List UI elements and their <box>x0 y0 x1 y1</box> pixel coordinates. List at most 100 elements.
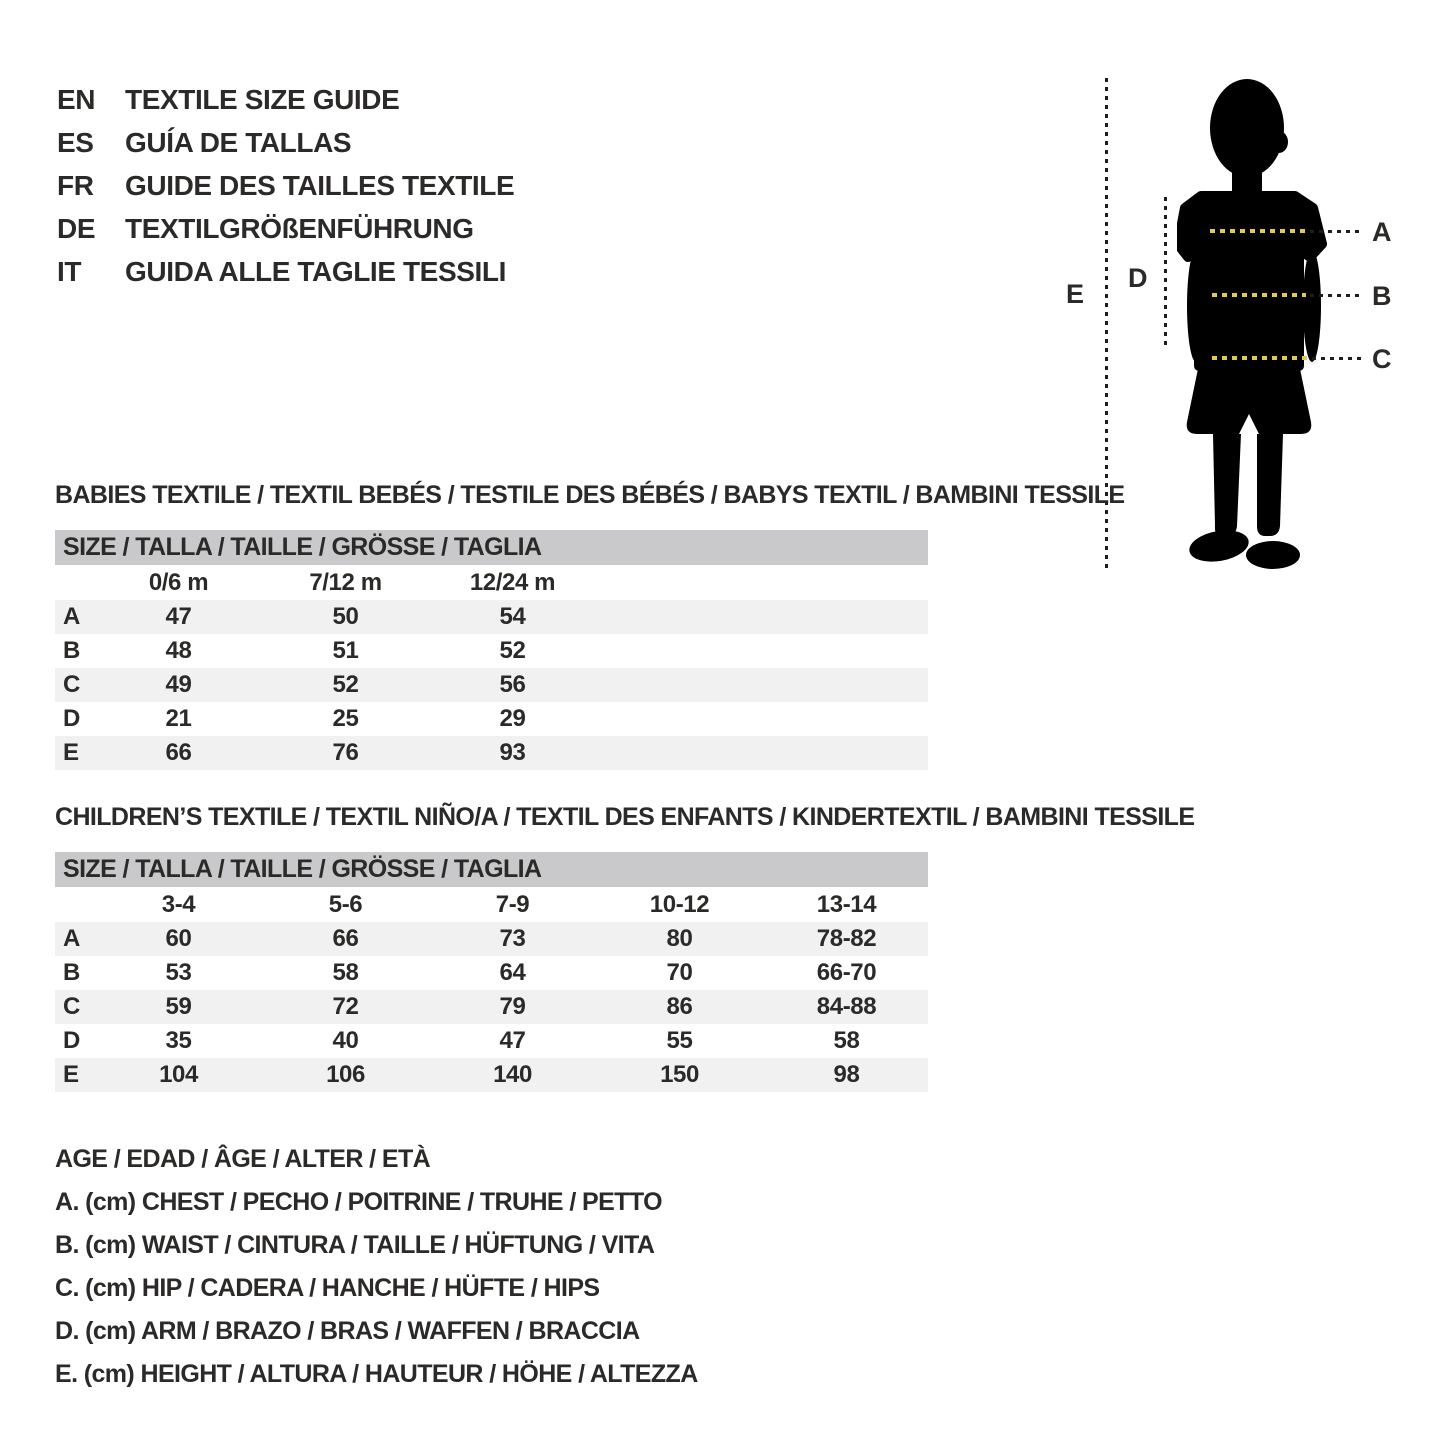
measure-value: 66 <box>165 739 192 766</box>
child-silhouette-icon <box>1177 79 1327 569</box>
measure-row-label: B <box>63 637 80 664</box>
chest-measure-line-a <box>1210 229 1306 233</box>
measure-value: 49 <box>165 671 192 698</box>
measure-row-label: D <box>63 1027 80 1054</box>
measure-value: 106 <box>326 1061 365 1088</box>
measure-value: 21 <box>165 705 192 732</box>
measure-row-label: E <box>63 739 79 766</box>
measure-value: 59 <box>165 993 192 1020</box>
legend-line: D. (cm) ARM / BRAZO / BRAS / WAFFEN / BR… <box>55 1317 640 1345</box>
measure-value: 58 <box>332 959 359 986</box>
measure-row-label: C <box>63 671 80 698</box>
column-header: 0/6 m <box>148 569 209 596</box>
measure-value: 98 <box>833 1061 860 1088</box>
language-code: ES <box>57 126 94 158</box>
size-header-bar: SIZE / TALLA / TAILLE / GRÖSSE / TAGLIA <box>55 530 928 565</box>
babies-section-title: BABIES TEXTILE / TEXTIL BEBÉS / TESTILE … <box>55 481 1125 509</box>
measure-row-label: C <box>63 993 80 1020</box>
measure-row-label: B <box>63 959 80 986</box>
measure-value: 47 <box>165 603 192 630</box>
measure-value: 84-88 <box>816 993 877 1020</box>
language-title-row: DE TEXTILGRÖßENFÜHRUNG <box>57 207 514 250</box>
measure-value: 55 <box>666 1027 693 1054</box>
measure-value: 150 <box>660 1061 699 1088</box>
table-row: C 49 52 56 <box>55 668 928 702</box>
measure-row-label: D <box>63 705 80 732</box>
column-header: 3-4 <box>161 891 196 918</box>
measure-value: 86 <box>666 993 693 1020</box>
hip-measure-line-c <box>1212 356 1310 360</box>
babies-size-table: SIZE / TALLA / TAILLE / GRÖSSE / TAGLIA 0… <box>55 530 928 770</box>
measure-value: 76 <box>332 739 359 766</box>
language-title: GUIDE DES TAILLES TEXTILE <box>125 169 515 201</box>
measure-value: 140 <box>493 1061 532 1088</box>
language-title: TEXTILGRÖßENFÜHRUNG <box>125 212 474 244</box>
column-header: 13-14 <box>816 891 877 918</box>
language-title: TEXTILE SIZE GUIDE <box>125 83 400 115</box>
legend-line: AGE / EDAD / ÂGE / ALTER / ETÀ <box>55 1145 431 1173</box>
column-header-row: 3-4 5-6 7-9 10-12 13-14 <box>55 887 928 922</box>
legend-line: C. (cm) HIP / CADERA / HANCHE / HÜFTE / … <box>55 1274 600 1302</box>
language-code: IT <box>57 255 82 287</box>
measure-value: 48 <box>165 637 192 664</box>
measurement-legend: AGE / EDAD / ÂGE / ALTER / ETÀ A. (cm) CH… <box>55 1138 698 1396</box>
measure-value: 79 <box>499 993 526 1020</box>
measure-value: 53 <box>165 959 192 986</box>
measure-value: 80 <box>666 925 693 952</box>
table-row: D 35 40 47 55 58 <box>55 1024 928 1058</box>
measure-value: 29 <box>499 705 526 732</box>
measure-value: 66 <box>332 925 359 952</box>
language-title: GUIDA ALLE TAGLIE TESSILI <box>125 255 506 287</box>
language-title-row: IT GUIDA ALLE TAGLIE TESSILI <box>57 250 514 293</box>
measure-value: 52 <box>499 637 526 664</box>
measure-label-d: D <box>1128 263 1148 293</box>
measure-value: 64 <box>499 959 526 986</box>
table-row: E 66 76 93 <box>55 736 928 770</box>
table-row: A 60 66 73 80 78-82 <box>55 922 928 956</box>
language-title: GUÍA DE TALLAS <box>125 126 352 158</box>
column-header-row: 0/6 m 7/12 m 12/24 m <box>55 565 928 600</box>
measure-value: 25 <box>332 705 359 732</box>
measure-value: 58 <box>833 1027 860 1054</box>
measure-row-label: A <box>63 603 80 630</box>
table-row: A 47 50 54 <box>55 600 928 634</box>
column-header: 5-6 <box>328 891 363 918</box>
language-code: FR <box>57 169 94 201</box>
measure-value: 56 <box>499 671 526 698</box>
measure-label-b: B <box>1372 281 1392 311</box>
language-title-row: FR GUIDE DES TAILLES TEXTILE <box>57 164 515 207</box>
legend-line: E. (cm) HEIGHT / ALTURA / HAUTEUR / HÖHE… <box>55 1360 698 1388</box>
measure-value: 52 <box>332 671 359 698</box>
row-label-spacer <box>55 565 95 600</box>
measure-value: 78-82 <box>816 925 877 952</box>
measure-row-label: E <box>63 1061 79 1088</box>
waist-measure-leader-b <box>1310 294 1362 297</box>
measure-label-e: E <box>1066 279 1084 309</box>
table-row: B 48 51 52 <box>55 634 928 668</box>
arm-guide-line-d <box>1164 197 1167 350</box>
measure-value: 51 <box>332 637 359 664</box>
measure-value: 73 <box>499 925 526 952</box>
table-row: C 59 72 79 86 84-88 <box>55 990 928 1024</box>
measure-value: 60 <box>165 925 192 952</box>
hip-measure-leader-c <box>1312 357 1364 360</box>
column-header: 10-12 <box>649 891 710 918</box>
children-section-title: CHILDREN’S TEXTILE / TEXTIL NIÑO/A / TEX… <box>55 803 1195 831</box>
measure-value: 47 <box>499 1027 526 1054</box>
column-header: 12/24 m <box>469 569 556 596</box>
language-title-row: ES GUÍA DE TALLAS <box>57 121 514 164</box>
size-header-bar: SIZE / TALLA / TAILLE / GRÖSSE / TAGLIA <box>55 852 928 887</box>
language-code: EN <box>57 83 96 115</box>
measure-value: 104 <box>159 1061 198 1088</box>
measure-value: 54 <box>499 603 526 630</box>
column-header: 7-9 <box>495 891 530 918</box>
measure-value: 93 <box>499 739 526 766</box>
column-header: 7/12 m <box>309 569 382 596</box>
measure-label-a: A <box>1372 217 1392 247</box>
language-title-row: EN TEXTILE SIZE GUIDE <box>57 78 514 121</box>
measure-label-c: C <box>1372 344 1392 374</box>
measure-value: 72 <box>332 993 359 1020</box>
legend-line: A. (cm) CHEST / PECHO / POITRINE / TRUHE… <box>55 1188 663 1216</box>
measure-row-label: A <box>63 925 80 952</box>
